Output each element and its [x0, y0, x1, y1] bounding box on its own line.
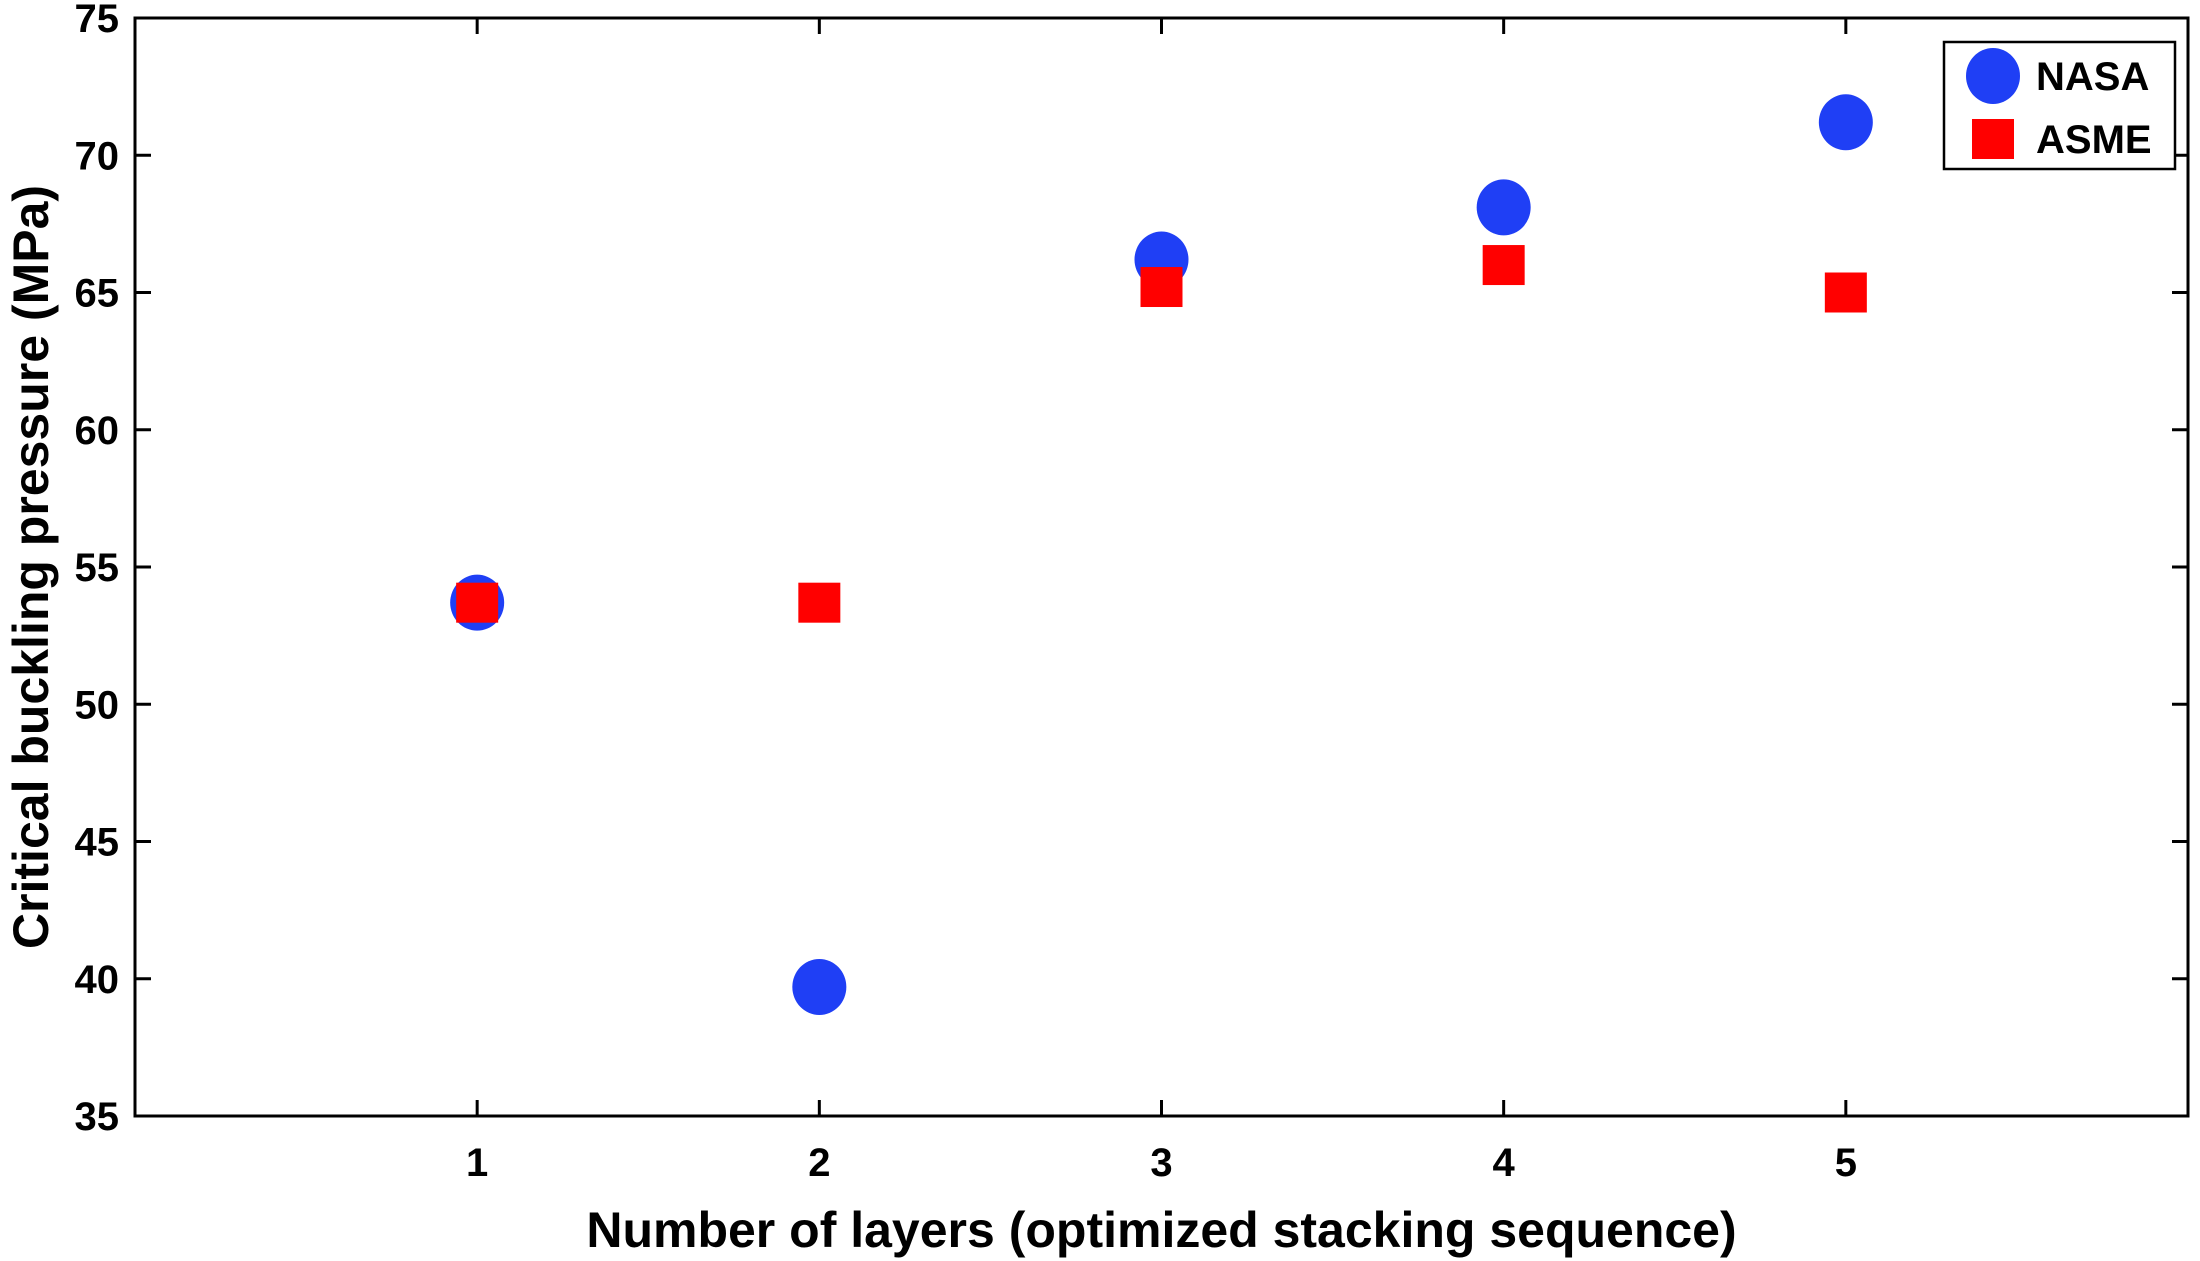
marker-asme — [1482, 245, 1525, 286]
y-tick-label: 55 — [75, 546, 120, 590]
marker-asme — [1824, 272, 1867, 313]
marker-nasa-legend-swatch — [1966, 48, 2020, 104]
marker-nasa — [1476, 179, 1531, 236]
marker-nasa — [1818, 94, 1873, 151]
y-tick-label: 40 — [75, 958, 120, 1002]
data-markers — [450, 94, 1873, 1015]
legend: NASA ASME — [1942, 40, 2177, 171]
y-tick-label: 45 — [75, 821, 120, 865]
marker-nasa — [792, 958, 847, 1015]
x-tick-label: 4 — [1493, 1141, 1516, 1185]
y-axis-label: Critical buckling pressure (MPa) — [3, 185, 59, 949]
x-tick-label: 3 — [1150, 1141, 1172, 1185]
legend-label-asme: ASME — [2036, 118, 2152, 162]
y-tick-label: 35 — [75, 1095, 120, 1139]
y-tick-label: 75 — [75, 0, 120, 41]
marker-asme-legend-swatch — [1972, 119, 2014, 159]
x-axis-label: Number of layers (optimized stacking seq… — [586, 1202, 1736, 1258]
x-tick-label: 5 — [1835, 1141, 1857, 1185]
y-tick-label: 50 — [75, 683, 120, 727]
marker-asme — [1140, 267, 1183, 308]
marker-asme — [456, 582, 499, 623]
x-tick-label: 2 — [808, 1141, 830, 1185]
y-tick-label: 60 — [75, 409, 120, 453]
plot-area-frame — [133, 16, 2190, 1118]
marker-asme — [798, 582, 841, 623]
y-axis-ticks: 35 40 45 50 55 60 65 70 75 — [75, 0, 2188, 1139]
legend-label-nasa: NASA — [2036, 55, 2149, 99]
y-tick-label: 65 — [75, 272, 120, 316]
x-axis-ticks: 1 2 3 4 5 — [466, 18, 1857, 1185]
x-tick-label: 1 — [466, 1141, 488, 1185]
y-tick-label: 70 — [75, 134, 120, 178]
